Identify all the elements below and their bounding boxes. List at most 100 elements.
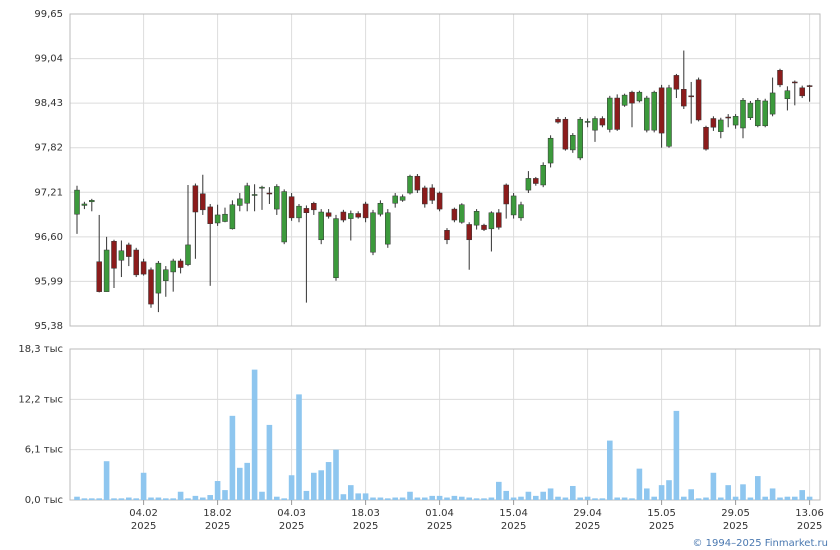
- candle-body: [681, 89, 687, 107]
- x-tick-label: 04.03: [277, 508, 306, 519]
- volume-bar: [244, 462, 250, 500]
- candle-body: [740, 99, 746, 129]
- plot-frame: [69, 13, 821, 327]
- candle-body: [207, 206, 213, 224]
- volume-bar: [133, 498, 139, 500]
- volume-bar: [318, 470, 324, 500]
- x-tick-year: 2025: [279, 521, 304, 532]
- candle-body: [725, 116, 731, 119]
- candle-body: [177, 260, 184, 268]
- candle-body: [533, 178, 539, 184]
- candle-body: [466, 224, 472, 241]
- candle-body: [688, 95, 694, 98]
- candle-body: [488, 212, 495, 230]
- volume-bar: [688, 489, 694, 500]
- volume-bar: [407, 491, 413, 500]
- volume-bar: [436, 495, 443, 500]
- volume-bar: [540, 491, 546, 500]
- candle-body: [562, 118, 569, 150]
- candle-body: [385, 212, 391, 245]
- volume-bar: [769, 488, 776, 500]
- candle-body: [185, 244, 191, 265]
- candle-body: [673, 75, 680, 90]
- candle-body: [599, 118, 606, 126]
- volume-bar: [370, 497, 376, 500]
- candle-body: [518, 204, 524, 219]
- candle-body: [214, 214, 221, 224]
- candle-body: [644, 97, 650, 131]
- volume-bar: [118, 498, 125, 500]
- x-tick-year: 2025: [205, 521, 230, 532]
- volume-bar: [414, 497, 421, 500]
- candle-body: [340, 211, 347, 221]
- candle-body: [89, 200, 95, 203]
- candle-body: [118, 250, 125, 261]
- volume-bar: [422, 497, 428, 500]
- volume-bar: [710, 472, 717, 500]
- candle-body: [333, 218, 339, 279]
- volume-bar: [607, 440, 613, 500]
- candle-body: [266, 192, 273, 195]
- volume-bar: [163, 498, 169, 500]
- candle-body: [377, 202, 384, 215]
- candle-body: [510, 195, 517, 216]
- x-tick-year: 2025: [575, 521, 600, 532]
- candle-body: [540, 165, 546, 186]
- candle-body: [584, 121, 591, 123]
- volume-bar: [377, 497, 384, 500]
- volume-bar: [592, 498, 598, 500]
- x-tick-label: 18.03: [351, 508, 380, 519]
- candle-body: [747, 102, 754, 119]
- candle-body: [732, 116, 739, 126]
- candle-body: [229, 204, 236, 230]
- volume-bar: [466, 497, 472, 500]
- candle-body: [429, 187, 435, 201]
- volume-bar: [725, 485, 731, 500]
- volume-bar: [207, 495, 213, 500]
- volume-bar: [429, 495, 435, 500]
- candle-body: [436, 192, 443, 210]
- candle-body: [570, 135, 576, 151]
- volume-bar: [740, 484, 746, 500]
- volume-bar: [288, 475, 295, 500]
- y-tick-label: 98,43: [34, 98, 63, 109]
- candle-body: [577, 118, 583, 159]
- y-tick-label: 12,2 тыс: [18, 394, 63, 405]
- volume-bar: [777, 497, 783, 500]
- candle-body: [496, 212, 502, 228]
- candle-body: [259, 186, 265, 189]
- candle-body: [658, 87, 665, 134]
- volume-bar: [806, 496, 813, 500]
- volume-bar: [111, 498, 117, 500]
- candle-body: [148, 269, 154, 305]
- volume-bar: [340, 494, 347, 500]
- candle-body: [311, 202, 317, 211]
- volume-bar: [103, 461, 110, 500]
- x-tick-year: 2025: [501, 521, 526, 532]
- volume-bar: [237, 467, 243, 500]
- candle-body: [399, 196, 406, 201]
- x-tick-label: 29.04: [573, 508, 602, 519]
- volume-bar: [555, 496, 561, 500]
- volume-bar: [333, 449, 339, 500]
- volume-bar: [747, 497, 754, 500]
- volume-bar: [126, 497, 132, 500]
- volume-bar: [214, 481, 221, 500]
- volume-bar: [259, 491, 265, 500]
- candle-body: [251, 194, 258, 196]
- y-tick-label: 96,60: [34, 232, 63, 243]
- volume-bar: [155, 497, 162, 500]
- volume-bar: [296, 394, 302, 500]
- candle-body: [296, 205, 302, 219]
- candle-body: [422, 187, 428, 205]
- volume-bar: [399, 497, 406, 500]
- candle-body: [362, 203, 369, 219]
- footer: © 1994–2025 Finmarket.ru: [692, 538, 828, 549]
- volume-bar: [348, 485, 354, 500]
- y-tick-label: 97,82: [34, 143, 63, 154]
- volume-bar: [481, 498, 487, 500]
- x-tick-label: 29.05: [721, 508, 750, 519]
- candle-body: [547, 137, 554, 164]
- candle-body: [666, 87, 672, 147]
- volume-bar: [533, 495, 539, 500]
